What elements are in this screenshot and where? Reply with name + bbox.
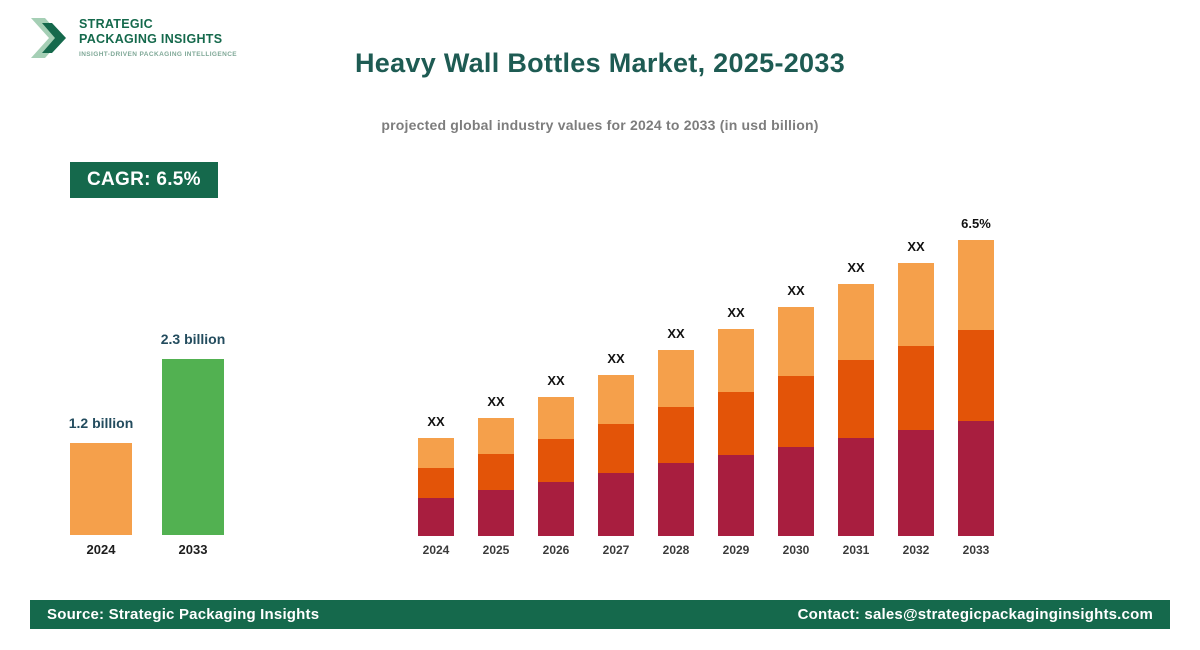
bar-2027: [598, 375, 634, 536]
x-tick-label: 2031: [842, 543, 870, 557]
top-segment: [718, 329, 754, 392]
bar-top-label: XX: [787, 283, 805, 298]
bottom-segment: [598, 473, 634, 536]
stacked-bar-group-2024: XX 2024: [418, 414, 454, 557]
mini-chart: 1.2 billion 2024 2.3 billion 2033: [68, 331, 226, 557]
stacked-chart: XX 2024 XX 2025 XX 2026 XX 2027 XX 2028 XX 2029 XX 20…: [418, 216, 994, 557]
middle-segment: [598, 424, 634, 473]
middle-segment: [838, 360, 874, 438]
stacked-bar-group-2030: XX 2030: [778, 283, 814, 557]
top-segment: [478, 418, 514, 454]
x-tick-label: 2028: [662, 543, 690, 557]
bar-2030: [778, 307, 814, 536]
bar-2033: [958, 240, 994, 536]
bar-2032: [898, 263, 934, 536]
bar-top-label: XX: [607, 351, 625, 366]
source-text: Source: Strategic Packaging Insights: [47, 606, 320, 623]
x-tick-label: 2030: [782, 543, 810, 557]
top-segment: [658, 350, 694, 407]
stacked-bar-group-2026: XX 2026: [538, 373, 574, 557]
bar-2024: [70, 443, 132, 535]
logo-name-line2: PACKAGING INSIGHTS: [79, 32, 223, 46]
bar-2031: [838, 284, 874, 536]
footer-bar: Source: Strategic Packaging Insights Con…: [30, 600, 1170, 629]
top-segment: [838, 284, 874, 360]
middle-segment: [718, 392, 754, 455]
bar-value-label: 1.2 billion: [68, 415, 134, 431]
stacked-bar-group-2027: XX 2027: [598, 351, 634, 557]
bar-2033: [162, 359, 224, 535]
stacked-bar-group-2032: XX 2032: [898, 239, 934, 557]
bottom-segment: [838, 438, 874, 536]
stacked-bar-group-2029: XX 2029: [718, 305, 754, 557]
x-tick-label: 2029: [722, 543, 750, 557]
logo: STRATEGIC PACKAGING INSIGHTS INSIGHT-DRI…: [30, 14, 237, 62]
bar-top-label: 6.5%: [961, 216, 991, 231]
bar-top-label: XX: [547, 373, 565, 388]
logo-tagline: INSIGHT-DRIVEN PACKAGING INTELLIGENCE: [79, 51, 238, 58]
stacked-bar-group-2028: XX 2028: [658, 326, 694, 557]
stacked-bar-group-2025: XX 2025: [478, 394, 514, 557]
bar-top-label: XX: [427, 414, 445, 429]
bottom-segment: [478, 490, 514, 536]
bottom-segment: [658, 463, 694, 536]
x-tick-label: 2024: [422, 543, 450, 557]
mini-bar-group-2033: 2.3 billion 2033: [160, 331, 226, 557]
bar-top-label: XX: [847, 260, 865, 275]
logo-name-line1: STRATEGIC: [79, 17, 153, 31]
x-tick-label: 2027: [602, 543, 630, 557]
bottom-segment: [418, 498, 454, 536]
x-tick-label: 2024: [86, 542, 116, 557]
middle-segment: [418, 468, 454, 498]
bar-2024: [418, 438, 454, 536]
top-segment: [958, 240, 994, 330]
top-segment: [538, 397, 574, 439]
x-tick-label: 2026: [542, 543, 570, 557]
bottom-segment: [898, 430, 934, 536]
middle-segment: [898, 346, 934, 430]
page-title: Heavy Wall Bottles Market, 2025-2033: [354, 48, 846, 78]
bottom-segment: [718, 455, 754, 536]
cagr-badge: CAGR: 6.5%: [70, 162, 218, 198]
bar-top-label: XX: [727, 305, 745, 320]
top-segment: [598, 375, 634, 424]
top-segment: [898, 263, 934, 346]
subtitle: projected global industry values for 202…: [381, 117, 819, 133]
top-segment: [778, 307, 814, 376]
bar-2028: [658, 350, 694, 536]
middle-segment: [538, 439, 574, 482]
logo-text: STRATEGIC PACKAGING INSIGHTS INSIGHT-DRI…: [79, 14, 237, 58]
bar-value-label: 2.3 billion: [160, 331, 226, 347]
x-tick-label: 2033: [962, 543, 990, 557]
stacked-bar-group-2033: 6.5% 2033: [958, 216, 994, 557]
x-tick-label: 2032: [902, 543, 930, 557]
bar-2025: [478, 418, 514, 536]
mini-bar-group-2024: 1.2 billion 2024: [68, 415, 134, 557]
middle-segment: [658, 407, 694, 463]
bar-top-label: XX: [487, 394, 505, 409]
middle-segment: [958, 330, 994, 421]
logo-chevron-icon: [31, 18, 66, 58]
bottom-segment: [958, 421, 994, 536]
top-segment: [418, 438, 454, 468]
bottom-segment: [778, 447, 814, 536]
middle-segment: [478, 454, 514, 490]
bar-2026: [538, 397, 574, 536]
x-tick-label: 2033: [178, 542, 208, 557]
middle-segment: [778, 376, 814, 447]
stacked-bar-group-2031: XX 2031: [838, 260, 874, 557]
bar-top-label: XX: [667, 326, 685, 341]
bottom-segment: [538, 482, 574, 536]
contact-text: Contact: sales@strategicpackaginginsight…: [797, 606, 1153, 623]
bar-2029: [718, 329, 754, 536]
x-tick-label: 2025: [482, 543, 510, 557]
bar-top-label: XX: [907, 239, 925, 254]
